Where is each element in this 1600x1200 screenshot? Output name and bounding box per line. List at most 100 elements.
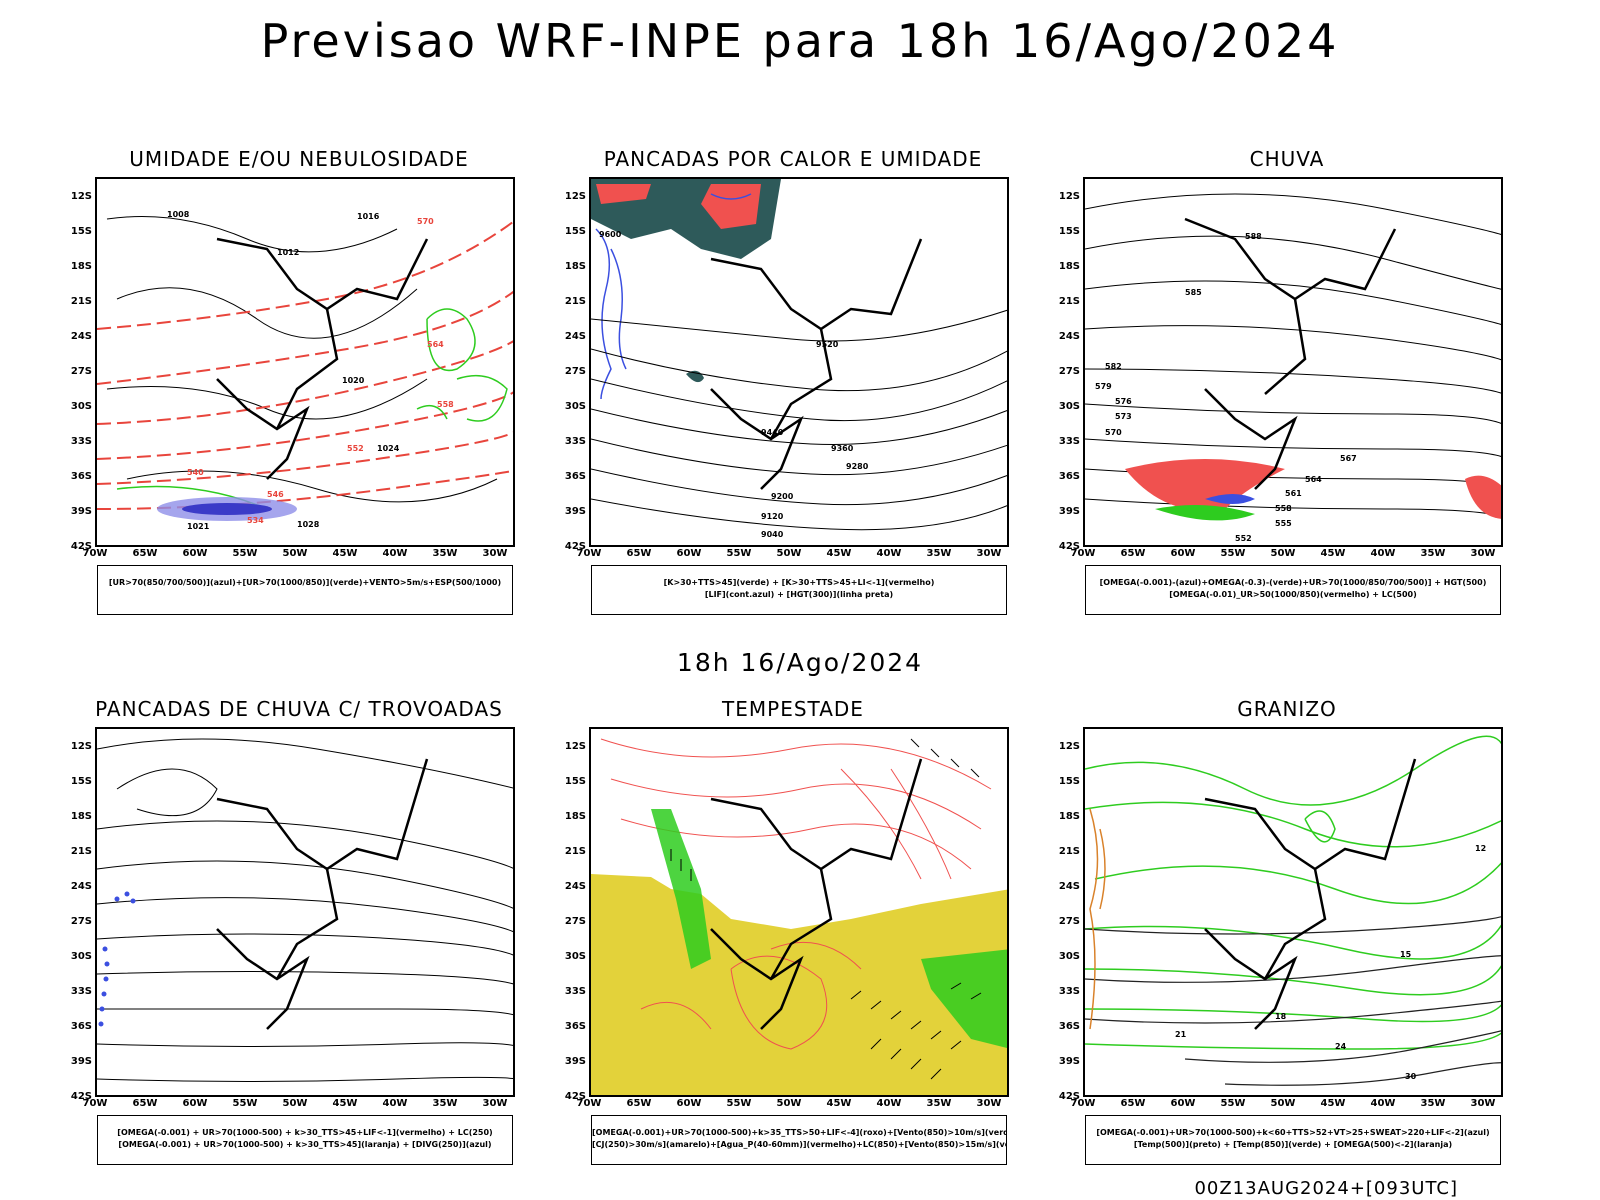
run-timestamp: 00Z13AUG2024+[093UTC]	[1194, 1178, 1458, 1199]
svg-text:582: 582	[1105, 362, 1122, 371]
lat-label: 15S	[70, 776, 92, 787]
lat-label: 36S	[564, 1021, 586, 1032]
svg-text:1024: 1024	[377, 444, 400, 453]
lon-label: 40W	[382, 548, 408, 559]
lat-label: 42S	[70, 1091, 92, 1102]
lat-label: 39S	[1058, 1056, 1080, 1067]
lat-label: 27S	[70, 366, 92, 377]
lon-label: 45W	[332, 1098, 358, 1109]
map-graphic	[97, 738, 513, 1082]
lat-label: 39S	[564, 1056, 586, 1067]
legend-box: [UR>70(850/700/500)](azul)+[UR>70(1000/8…	[97, 565, 513, 615]
lon-label: 45W	[1320, 1098, 1346, 1109]
svg-text:1021: 1021	[187, 522, 210, 531]
lat-label: 30S	[564, 401, 586, 412]
panel-title: GRANIZO	[1237, 697, 1337, 721]
lat-label: 33S	[564, 436, 586, 447]
panel-tempestade: TEMPESTADE	[556, 697, 1030, 1167]
lon-label: 70W	[82, 1098, 108, 1109]
lat-label: 21S	[70, 846, 92, 857]
svg-text:18: 18	[1275, 1012, 1287, 1021]
legend-box: [OMEGA(-0.001)+UR>70(1000-500)+k>35_TTS>…	[591, 1115, 1007, 1165]
lon-label: 60W	[676, 548, 702, 559]
lon-label: 70W	[576, 548, 602, 559]
lon-label: 50W	[1270, 548, 1296, 559]
legend-line: [OMEGA(-0.001)-(azul)+OMEGA(-0.3)-(verde…	[1099, 578, 1487, 587]
lat-label: 21S	[1058, 846, 1080, 857]
map-graphic: 1008 1016 1012 1020 1024 1028 1021 570 5…	[97, 210, 513, 531]
legend-line: [OMEGA(-0.001) + UR>70(1000-500) + k>30_…	[117, 1128, 493, 1137]
panel-pancadas-calor: PANCADAS POR CALOR E UMIDADE	[556, 147, 1030, 617]
svg-text:570: 570	[417, 217, 434, 226]
lat-label: 36S	[70, 1021, 92, 1032]
lon-label: 65W	[626, 1098, 652, 1109]
lon-label: 55W	[232, 548, 258, 559]
lat-label: 18S	[564, 261, 586, 272]
lon-label: 65W	[1120, 1098, 1146, 1109]
lon-label: 50W	[282, 1098, 308, 1109]
lat-label: 30S	[70, 401, 92, 412]
svg-text:534: 534	[247, 516, 264, 525]
lon-label: 55W	[726, 1098, 752, 1109]
lat-label: 21S	[564, 846, 586, 857]
legend-line: [OMEGA(-0.001)+UR>70(1000-500)+k>35_TTS>…	[592, 1128, 1006, 1137]
svg-text:564: 564	[1305, 475, 1322, 484]
lon-label: 60W	[182, 548, 208, 559]
lon-label: 40W	[876, 548, 902, 559]
lat-label: 33S	[564, 986, 586, 997]
lon-label: 55W	[1220, 548, 1246, 559]
svg-text:1012: 1012	[277, 248, 299, 257]
svg-text:588: 588	[1245, 232, 1262, 241]
lon-label: 50W	[1270, 1098, 1296, 1109]
lon-label: 40W	[382, 1098, 408, 1109]
lat-label: 18S	[1058, 261, 1080, 272]
lon-label: 55W	[726, 548, 752, 559]
panel-title: UMIDADE E/OU NEBULOSIDADE	[129, 147, 469, 171]
lat-label: 18S	[70, 811, 92, 822]
svg-text:552: 552	[347, 444, 364, 453]
lon-label: 50W	[282, 548, 308, 559]
lat-label: 15S	[70, 226, 92, 237]
lon-label: 70W	[1070, 1098, 1096, 1109]
lon-label: 45W	[1320, 548, 1346, 559]
lat-label: 18S	[1058, 811, 1080, 822]
legend-line: [UR>70(850/700/500)](azul)+[UR>70(1000/8…	[108, 578, 502, 587]
lon-label: 70W	[82, 548, 108, 559]
map-pancadas-calor: 9600 9520 9440 9360 9280 9200 9120 9040	[589, 177, 1009, 547]
lon-label: 60W	[1170, 1098, 1196, 1109]
lon-label: 70W	[576, 1098, 602, 1109]
lon-label: 65W	[626, 548, 652, 559]
svg-text:564: 564	[427, 340, 444, 349]
lat-label: 30S	[1058, 951, 1080, 962]
lon-label: 50W	[776, 1098, 802, 1109]
lat-label: 15S	[564, 226, 586, 237]
lat-label: 21S	[1058, 296, 1080, 307]
lon-label: 35W	[926, 1098, 952, 1109]
lon-label: 55W	[1220, 1098, 1246, 1109]
panel-title: CHUVA	[1249, 147, 1325, 171]
svg-text:9120: 9120	[761, 512, 784, 521]
svg-text:24: 24	[1335, 1042, 1347, 1051]
lon-label: 30W	[482, 548, 508, 559]
lat-label: 30S	[564, 951, 586, 962]
svg-text:9360: 9360	[831, 444, 854, 453]
lon-label: 45W	[826, 548, 852, 559]
svg-text:1008: 1008	[167, 210, 190, 219]
legend-line: [OMEGA(-0.01)_UR>50(1000/850)(vermelho) …	[1169, 590, 1417, 599]
lat-label: 42S	[1058, 1091, 1080, 1102]
map-chuva: 588 585 582 579 576 573 570 567 564 561 …	[1083, 177, 1503, 547]
svg-text:9520: 9520	[816, 340, 839, 349]
svg-text:558: 558	[1275, 504, 1292, 513]
lat-label: 27S	[564, 366, 586, 377]
lat-label: 33S	[70, 436, 92, 447]
panel-umidade: UMIDADE E/OU NEBULOSIDADE	[62, 147, 536, 617]
svg-text:12: 12	[1475, 844, 1486, 853]
lat-label: 24S	[564, 881, 586, 892]
lat-label: 42S	[70, 541, 92, 552]
lat-label: 42S	[564, 541, 586, 552]
lat-label: 39S	[564, 506, 586, 517]
legend-box: [OMEGA(-0.001)-(azul)+OMEGA(-0.3)-(verde…	[1085, 565, 1501, 615]
lat-label: 15S	[564, 776, 586, 787]
map-granizo: 12 15 18 21 24 30	[1083, 727, 1503, 1097]
lon-label: 55W	[232, 1098, 258, 1109]
